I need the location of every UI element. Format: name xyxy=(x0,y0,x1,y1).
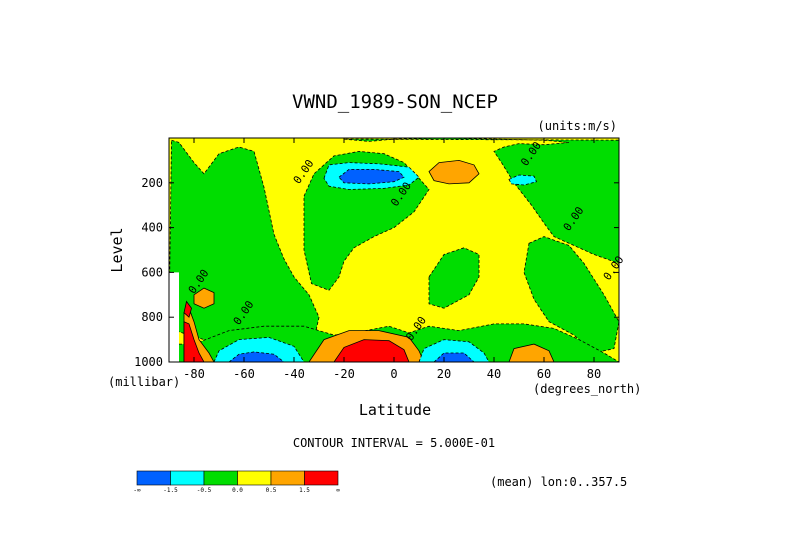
colorbar-swatch-0 xyxy=(136,470,171,486)
x-tick-label-8: 80 xyxy=(587,367,601,381)
contour-region-16 xyxy=(418,339,490,362)
x-tick-label-7: 60 xyxy=(537,367,551,381)
units-label: (units:m/s) xyxy=(538,119,617,133)
contour-region-18 xyxy=(508,343,555,362)
colorbar-swatch-3 xyxy=(237,470,272,486)
x-axis-label: Latitude xyxy=(359,401,431,419)
y-tick-label-1: 400 xyxy=(141,221,163,235)
contour-region-10 xyxy=(428,159,480,185)
colorbar-swatch-1 xyxy=(170,470,205,486)
colorbar-label-6: ∞ xyxy=(336,487,340,494)
y-unit-label: (millibar) xyxy=(108,375,180,389)
plot-fill xyxy=(169,138,619,362)
colorbar-label-5: 1.5 xyxy=(299,487,310,494)
contour-region-9 xyxy=(508,174,538,186)
contour-region-5 xyxy=(523,236,619,354)
contour-region-20 xyxy=(183,321,205,362)
x-tick-label-1: -60 xyxy=(233,367,255,381)
contour-region-12 xyxy=(213,336,305,362)
chart-title: VWND_1989-SON_NCEP xyxy=(292,91,498,113)
contour-interval-text: CONTOUR INTERVAL = 5.000E-01 xyxy=(293,436,495,450)
colorbar: -∞ -1.5 -0.5 0.0 0.5 1.5 ∞ xyxy=(133,470,340,494)
colorbar-swatch-5 xyxy=(304,470,339,486)
mean-text: (mean) lon:0..357.5 xyxy=(490,475,627,489)
axis-ticks: -80 -60 -40 -20 0 20 40 60 80 200 400 600 800 1000 xyxy=(134,138,619,381)
x-tick-label-4: 0 xyxy=(390,367,397,381)
x-tick-label-5: 20 xyxy=(437,367,451,381)
y-tick-label-0: 200 xyxy=(141,176,163,190)
colorbar-swatch-2 xyxy=(203,470,238,486)
y-tick-label-4: 1000 xyxy=(134,355,163,369)
contour-region-21 xyxy=(183,300,192,318)
colorbar-label-2: -0.5 xyxy=(197,487,212,494)
colorbar-label-3: 0.0 xyxy=(232,487,243,494)
x-tick-label-2: -40 xyxy=(283,367,305,381)
x-tick-label-3: -20 xyxy=(333,367,355,381)
y-tick-label-3: 800 xyxy=(141,310,163,324)
contour-region-13 xyxy=(228,351,285,362)
contour-region-8 xyxy=(338,168,405,185)
x-tick-label-0: -80 xyxy=(183,367,205,381)
x-tick-label-6: 40 xyxy=(487,367,501,381)
x-unit-label: (degrees_north) xyxy=(533,382,641,396)
contour-region-15 xyxy=(333,339,410,362)
y-axis-label: Level xyxy=(108,227,126,272)
colorbar-label-0: -∞ xyxy=(133,487,141,494)
contour-region-4 xyxy=(428,247,480,309)
colorbar-swatch-4 xyxy=(270,470,305,486)
contour-region-11 xyxy=(193,287,215,309)
colorbar-label-4: 0.5 xyxy=(266,487,277,494)
colorbar-label-1: -1.5 xyxy=(163,487,178,494)
y-tick-label-2: 600 xyxy=(141,265,163,279)
